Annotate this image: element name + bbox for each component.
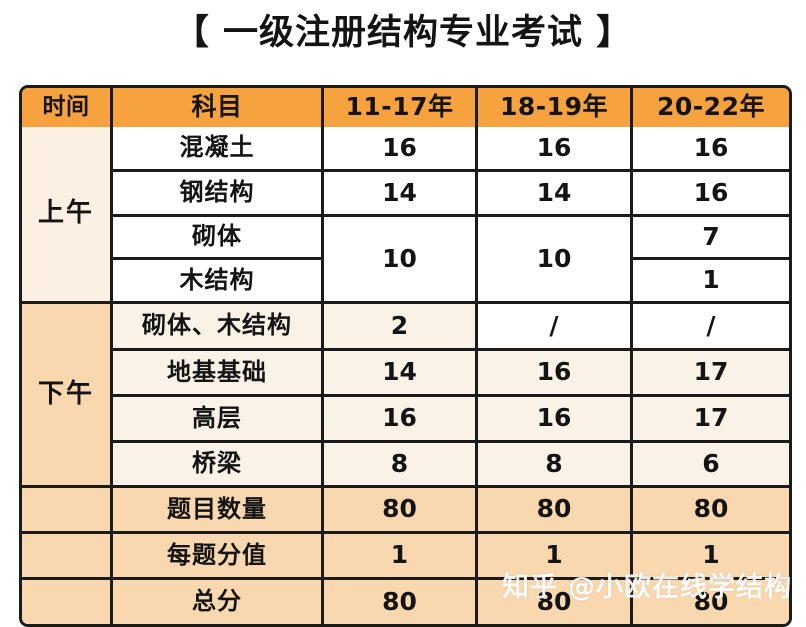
value-total-score-2018-2019: 80 [478,580,633,624]
value-question-count-2011-2017: 80 [324,488,478,534]
subject-steel-structure: 钢结构 [113,172,324,217]
value-total-score-2011-2017: 80 [324,580,478,624]
value-highrise-2018-2019: 16 [478,397,633,443]
value-concrete-2020-2022: 16 [633,127,789,172]
value-concrete-2018-2019: 16 [478,127,633,172]
value-foundation-2020-2022: 17 [633,351,789,397]
value-timber-2020-2022: 1 [633,260,789,304]
table-row: 钢结构 14 14 16 [22,172,789,217]
value-steel-2020-2022: 16 [633,172,789,217]
table-row: 题目数量 80 80 80 [22,488,789,534]
column-header-time: 时间 [22,88,113,127]
table-row: 地基基础 14 16 17 [22,351,789,397]
value-bridge-2018-2019: 8 [478,443,633,488]
subject-highrise: 高层 [113,397,324,443]
value-masonry-timber-pm-2011-2017: 2 [324,304,478,351]
table-header-row: 时间 科目 11-17年 18-19年 20-22年 [22,88,789,127]
column-header-2011-2017: 11-17年 [324,88,478,127]
column-header-2020-2022: 20-22年 [633,88,789,127]
value-question-count-2020-2022: 80 [633,488,789,534]
column-header-2018-2019: 18-19年 [478,88,633,127]
summary-points-per-question-label: 每题分值 [113,534,324,580]
value-masonry-timber-pm-2018-2019: / [478,304,633,351]
subject-bridge: 桥梁 [113,443,324,488]
time-cell-morning: 上午 [22,127,113,304]
value-bridge-2011-2017: 8 [324,443,478,488]
value-concrete-2011-2017: 16 [324,127,478,172]
table-row: 砌体 10 10 7 [22,217,789,304]
value-foundation-2018-2019: 16 [478,351,633,397]
subject-timber-structure: 木结构 [113,260,324,304]
summary-total-score-label: 总分 [113,580,324,624]
value-steel-2018-2019: 14 [478,172,633,217]
page-title: 【 一级注册结构专业考试 】 [173,13,633,53]
time-cell-empty [22,534,113,580]
value-masonry-timber-2018-2019: 10 [478,217,633,304]
summary-question-count-label: 题目数量 [113,488,324,534]
value-masonry-timber-pm-2020-2022: / [633,304,789,351]
table-row: 木结构 1 [22,260,789,304]
table-row: 上午 混凝土 16 16 16 [22,127,789,304]
value-question-count-2018-2019: 80 [478,488,633,534]
table-row: 桥梁 8 8 6 [22,443,789,488]
value-highrise-2011-2017: 16 [324,397,478,443]
value-highrise-2020-2022: 17 [633,397,789,443]
time-cell-afternoon: 下午 [22,304,113,488]
time-cell-empty [22,580,113,624]
table-row: 高层 16 16 17 [22,397,789,443]
table-row: 总分 80 80 80 [22,580,789,624]
value-points-per-question-2018-2019: 1 [478,534,633,580]
subject-masonry-timber: 砌体、木结构 [113,304,324,351]
table-row: 下午 砌体、木结构 2 / / [22,304,789,488]
value-bridge-2020-2022: 6 [633,443,789,488]
exam-schedule-table-container: 时间 科目 11-17年 18-19年 20-22年 上午 混凝土 16 16 … [19,85,792,627]
value-points-per-question-2020-2022: 1 [633,534,789,580]
subject-foundation: 地基基础 [113,351,324,397]
value-foundation-2011-2017: 14 [324,351,478,397]
value-masonry-timber-2011-2017: 10 [324,217,478,304]
value-masonry-2020-2022: 7 [633,217,789,260]
subject-masonry: 砌体 [113,217,324,260]
value-total-score-2020-2022: 80 [633,580,789,624]
time-cell-empty [22,488,113,534]
subject-concrete: 混凝土 [113,127,324,172]
value-points-per-question-2011-2017: 1 [324,534,478,580]
exam-schedule-table: 时间 科目 11-17年 18-19年 20-22年 上午 混凝土 16 16 … [19,85,792,627]
table-row: 每题分值 1 1 1 [22,534,789,580]
column-header-subject: 科目 [113,88,324,127]
value-steel-2011-2017: 14 [324,172,478,217]
